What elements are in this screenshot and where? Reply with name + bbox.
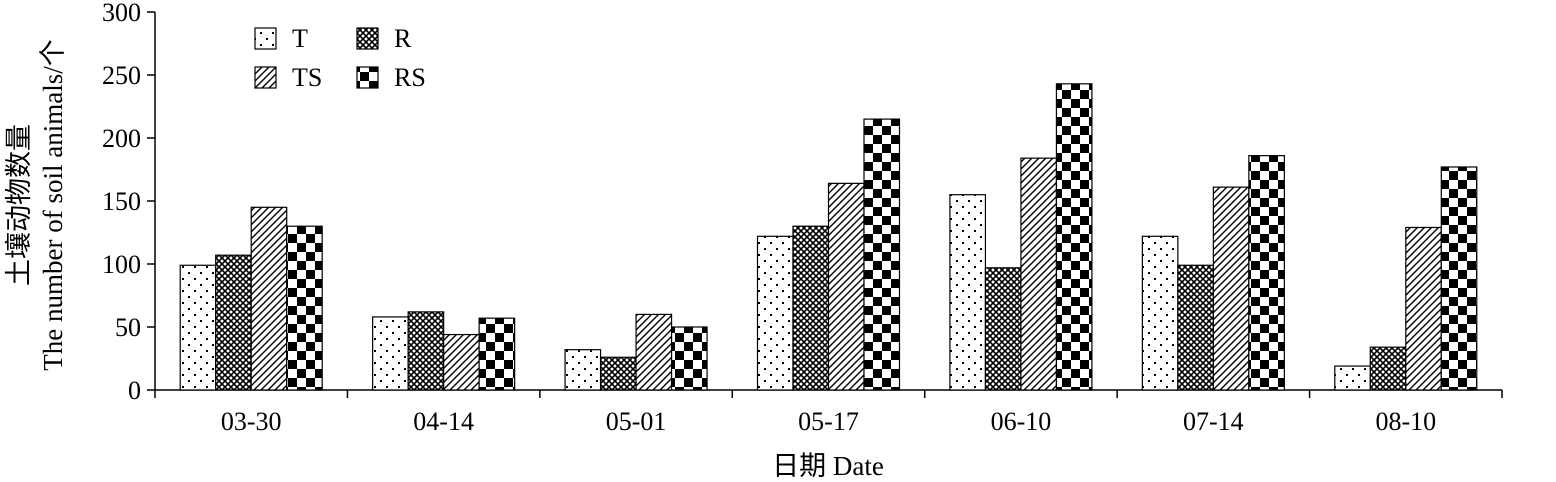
bar-ts-04-14 (443, 333, 480, 391)
bar-t-03-30 (179, 264, 217, 391)
legend-label-rs: RS (394, 63, 426, 92)
y-axis-title-cn: 土壤动物数量 (4, 124, 34, 286)
y-tick-label: 250 (102, 61, 141, 90)
legend-swatch-ts (254, 66, 277, 89)
bar-rs-07-14 (1248, 155, 1285, 391)
x-tick-label: 04-14 (413, 407, 474, 436)
legend-label-ts: TS (292, 63, 322, 92)
y-axis: 0 50 100 150 200 250 300 (102, 0, 156, 405)
bar-ts-08-10 (1405, 226, 1442, 391)
x-tick-label: 06-10 (991, 407, 1052, 436)
bar-rs-04-14 (478, 317, 516, 391)
bar-r-08-10 (1369, 346, 1407, 391)
bar-rs-08-10 (1440, 166, 1478, 391)
bar-r-07-14 (1177, 264, 1214, 391)
x-axis-title: 日期 Date (772, 451, 884, 481)
x-tick-label: 03-30 (221, 407, 282, 436)
legend-label-r: R (394, 24, 412, 53)
bar-r-04-14 (407, 311, 445, 391)
bar-t-05-17 (756, 235, 794, 391)
x-tick-label: 08-10 (1375, 407, 1436, 436)
bars (179, 83, 1478, 391)
legend-swatch-r (356, 27, 379, 50)
y-tick-label: 200 (102, 124, 141, 153)
bar-t-04-14 (372, 316, 409, 391)
bar-t-06-10 (949, 194, 987, 391)
y-axis-title-en: The number of soil animals/个 (38, 39, 68, 370)
bar-r-06-10 (984, 267, 1022, 391)
legend-swatch-t (254, 27, 277, 50)
bar-r-05-01 (599, 356, 637, 391)
bar-t-07-14 (1141, 235, 1179, 391)
y-tick-label: 0 (128, 376, 141, 405)
bar-t-08-10 (1334, 365, 1371, 391)
bar-rs-03-30 (286, 225, 323, 391)
bar-ts-03-30 (250, 206, 288, 391)
legend: T R TS RS (254, 24, 426, 92)
x-axis: 03-30 04-14 05-01 05-17 06-10 07-14 08-10 (154, 389, 1503, 436)
bar-r-03-30 (215, 254, 252, 391)
x-tick-label: 07-14 (1183, 407, 1244, 436)
bar-ts-06-10 (1020, 157, 1058, 391)
y-tick-label: 100 (102, 250, 141, 279)
bar-rs-05-17 (863, 118, 901, 391)
bar-r-05-17 (792, 225, 830, 391)
y-tick-label: 150 (102, 187, 141, 216)
bar-ts-05-17 (827, 182, 865, 391)
bar-rs-05-01 (670, 326, 708, 391)
legend-swatch-rs (356, 66, 379, 89)
bar-ts-05-01 (635, 313, 673, 391)
bar-t-05-01 (564, 349, 602, 391)
y-tick-label: 50 (115, 313, 141, 342)
bar-rs-06-10 (1055, 83, 1093, 391)
legend-label-t: T (292, 24, 308, 53)
bar-ts-07-14 (1212, 186, 1250, 391)
x-tick-label: 05-01 (606, 407, 667, 436)
x-tick-label: 05-17 (798, 407, 859, 436)
y-tick-label: 300 (102, 0, 141, 27)
